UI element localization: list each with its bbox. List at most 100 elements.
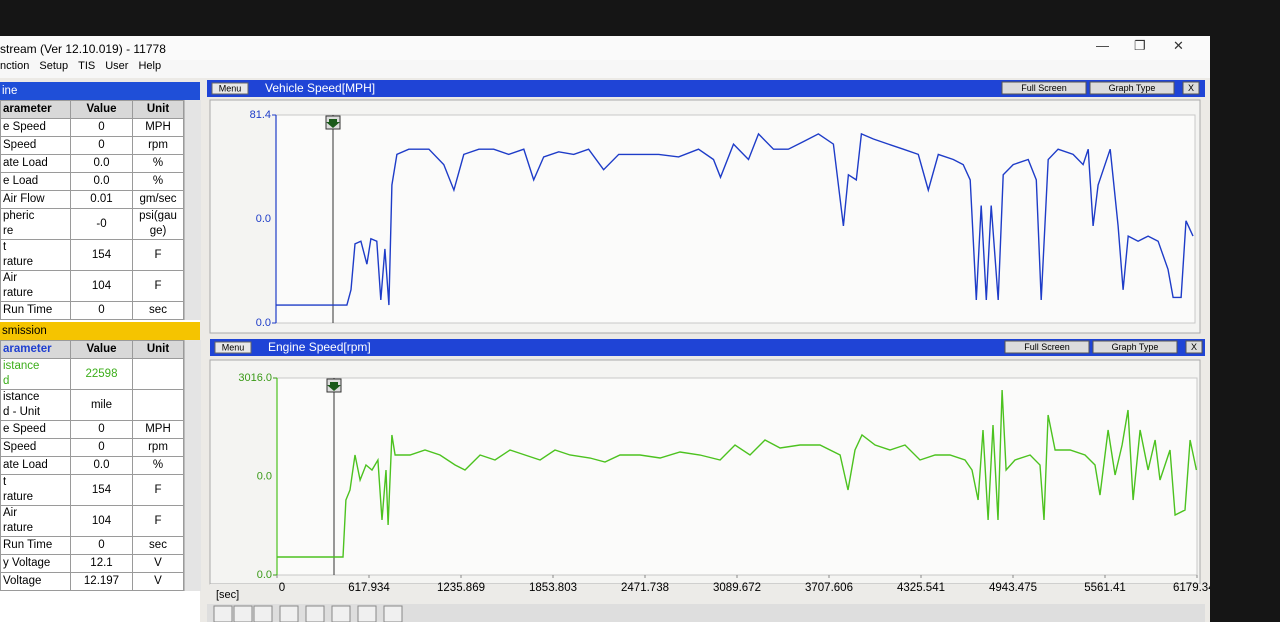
row: Run Time 0 sec — [0, 301, 184, 320]
toolbar-button[interactable] — [279, 605, 299, 622]
graph-button-label[interactable]: Graph Type — [1109, 83, 1156, 93]
toolbar-button[interactable] — [233, 605, 253, 622]
graph-button-label[interactable]: Full Screen — [1021, 83, 1067, 93]
toolbar-button[interactable] — [331, 605, 351, 622]
row: e Load 0.0% — [0, 172, 184, 191]
cursor-arrow — [326, 119, 340, 128]
toolbar — [207, 604, 1205, 622]
cell: F — [132, 474, 184, 506]
cell: -0 — [70, 208, 133, 240]
graph-title: Vehicle Speed[MPH] — [265, 81, 375, 95]
restore[interactable]: ❐ — [1134, 38, 1146, 53]
center-label: 0.0 — [257, 470, 272, 482]
cell: sec — [132, 536, 184, 555]
menu-button[interactable] — [214, 341, 252, 354]
table-wrap: arameter Value Unit istance d 22598 istance d… — [0, 340, 201, 591]
parameter-table: arameter Value Unit e Speed 0 MPH Speed 0 rpm ate… — [0, 100, 184, 320]
x-tick-label: 3089.672 — [713, 582, 761, 594]
section-header: ine — [0, 82, 200, 100]
header-row: arameter Value Unit — [0, 340, 184, 359]
menu-item[interactable]: Help — [138, 60, 162, 72]
menu-item[interactable]: TIS — [78, 60, 96, 72]
menu-label[interactable]: Menu — [219, 83, 242, 93]
graph-button[interactable] — [1004, 340, 1090, 354]
line-series — [276, 132, 1194, 306]
y-tick-label: 0.0 — [257, 569, 272, 581]
cell: rpm — [132, 438, 184, 457]
plot-area — [276, 377, 1198, 576]
y-tick-label: 81.4 — [250, 109, 271, 121]
row: Air rature 104 F — [0, 270, 184, 302]
center-label: 0.0 — [256, 213, 271, 225]
minimize[interactable]: — — [1096, 38, 1109, 53]
menu-item[interactable]: User — [105, 60, 129, 72]
cell — [132, 389, 184, 421]
toolbar-button[interactable] — [383, 605, 403, 622]
graph-button-label[interactable]: Full Screen — [1024, 342, 1070, 352]
cell: t rature — [0, 239, 71, 271]
column-header: Value — [70, 100, 133, 119]
graph-button-label[interactable]: X — [1188, 83, 1194, 93]
row: t rature 154 F — [0, 239, 184, 271]
row: Air rature 104 F — [0, 505, 184, 537]
graph-title: Engine Speed[rpm] — [268, 340, 371, 354]
x-tick-label: 4325.541 — [897, 582, 945, 594]
menu-button[interactable] — [211, 82, 249, 95]
cursor-arrow — [327, 382, 341, 391]
graph-button-label[interactable]: Graph Type — [1112, 342, 1159, 352]
scrollbar — [184, 100, 201, 320]
row: ate Load 0.0% — [0, 456, 184, 475]
toolbar-button[interactable] — [305, 605, 325, 622]
y-tick-label: 3016.0 — [238, 372, 272, 384]
cell: 0.01 — [70, 190, 133, 209]
toolbar-button[interactable] — [357, 605, 377, 622]
column-header: Unit — [132, 340, 184, 359]
x-tick-label: 5561.41 — [1084, 582, 1126, 594]
x-tick-label: 6179.344 — [1173, 582, 1210, 594]
x-tick-label: 617.934 — [348, 582, 390, 594]
cell: MPH — [132, 118, 184, 137]
table-wrap: arameter Value Unit e Speed 0 MPH Speed 0 rpm ate… — [0, 100, 201, 320]
window-title: stream (Ver 12.10.019) - 11778 — [0, 42, 166, 56]
x-tick-label: 3707.606 — [805, 582, 853, 594]
column-header: arameter — [0, 340, 71, 359]
graph-button[interactable] — [1182, 81, 1200, 95]
graph-button[interactable] — [1089, 81, 1175, 95]
cell: sec — [132, 301, 184, 320]
toolbar-button[interactable] — [253, 605, 273, 622]
row: e Speed 0 MPH — [0, 118, 184, 137]
header-row: arameter Value Unit — [0, 100, 184, 119]
graph-button[interactable] — [1185, 340, 1203, 354]
cell: t rature — [0, 474, 71, 506]
graph-button[interactable] — [1092, 340, 1178, 354]
graph-button-label[interactable]: X — [1191, 342, 1197, 352]
row: Air Flow 0.01 gm/sec — [0, 190, 184, 209]
x-axis-label: [sec] — [216, 589, 239, 601]
row: Voltage 12.197 V — [0, 572, 184, 591]
row: pheric re -0 psi(gau ge) — [0, 208, 184, 240]
graph-button[interactable] — [1001, 81, 1087, 95]
toolbar-button[interactable] — [213, 605, 233, 622]
cell: istance d - Unit — [0, 389, 71, 421]
cell: Run Time — [0, 301, 71, 320]
row: istance d 22598 — [0, 358, 184, 390]
x-axis-bar — [210, 584, 1200, 604]
graphs: Menu Vehicle Speed[MPH] Full Screen Graph T… — [207, 80, 1210, 622]
close[interactable]: ✕ — [1173, 38, 1184, 53]
column-header: Unit — [132, 100, 184, 119]
menu-item[interactable]: nction — [0, 60, 30, 72]
y-tick-label: 0.0 — [256, 317, 271, 329]
row: ate Load 0.0% — [0, 154, 184, 173]
cell: 0 — [70, 301, 133, 320]
cell: istance d — [0, 358, 71, 390]
menu-bar: nction Setup TIS User Help — [0, 60, 1210, 78]
menu-label[interactable]: Menu — [222, 342, 245, 352]
row: Speed 0 rpm — [0, 438, 184, 457]
menu-item[interactable]: Setup — [39, 60, 69, 72]
cell: F — [132, 270, 184, 302]
x-tick-label: 2471.738 — [621, 582, 669, 594]
cell: 104 — [70, 270, 133, 302]
x-tick-label: 4943.475 — [989, 582, 1037, 594]
cell: 154 — [70, 239, 133, 271]
